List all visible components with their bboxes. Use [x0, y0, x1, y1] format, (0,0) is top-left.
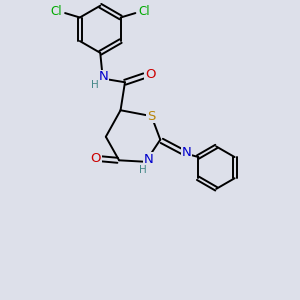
Text: N: N	[144, 153, 154, 166]
Text: N: N	[99, 70, 109, 83]
Text: Cl: Cl	[50, 5, 62, 18]
Text: N: N	[182, 146, 191, 159]
Text: H: H	[140, 165, 147, 175]
Text: O: O	[90, 152, 101, 165]
Text: Cl: Cl	[138, 5, 150, 18]
Text: H: H	[91, 80, 99, 90]
Text: O: O	[145, 68, 155, 81]
Text: S: S	[147, 110, 156, 123]
